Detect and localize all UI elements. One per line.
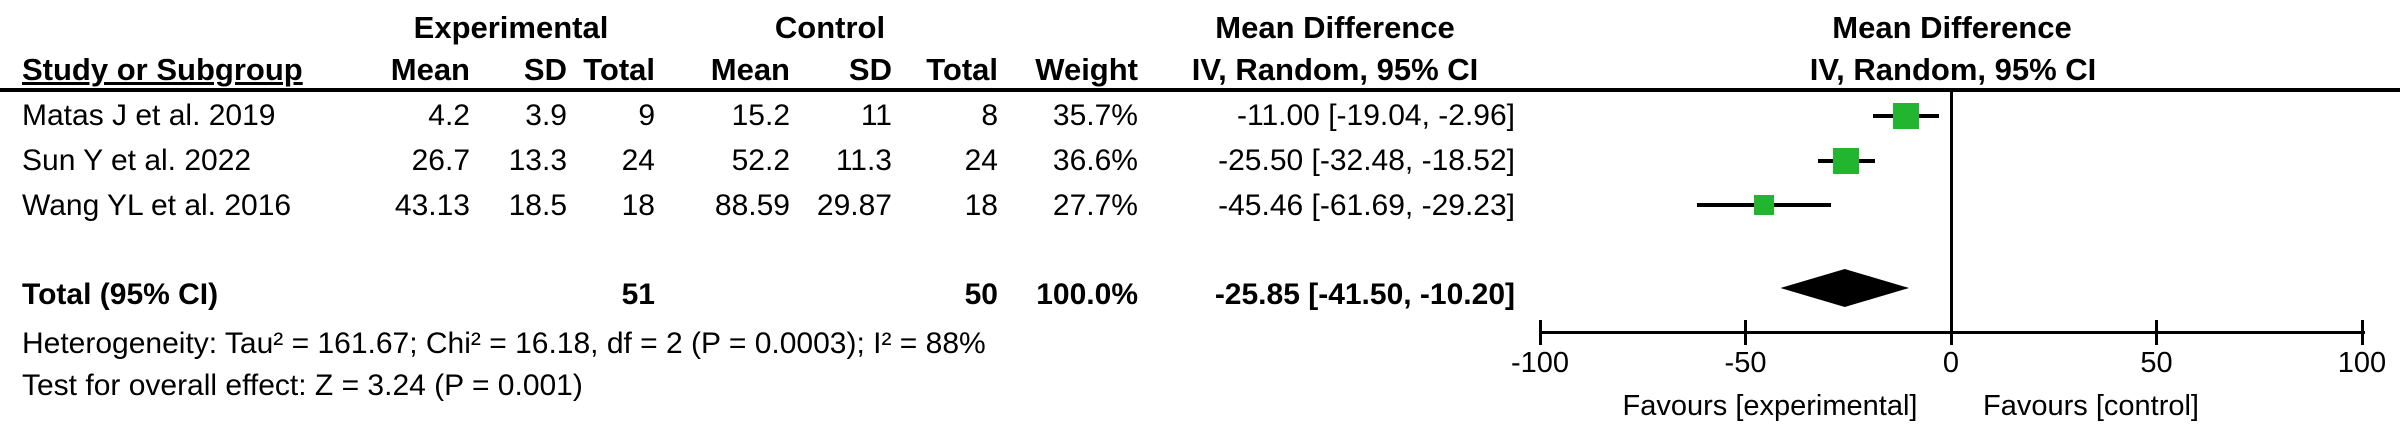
- axis-tick: [1949, 320, 1953, 345]
- col-header-sd-ctl: SD: [848, 52, 892, 87]
- axis-tick: [2360, 320, 2364, 345]
- col-header-study: Study or Subgroup: [22, 52, 303, 87]
- cell-total-ctl: 8: [981, 99, 998, 132]
- group-header-experimental: Experimental: [413, 10, 609, 45]
- col-header-weight: Weight: [1035, 52, 1138, 87]
- cell-sd-exp: 3.9: [525, 99, 567, 132]
- study-marker: [1754, 195, 1775, 215]
- total-n-ctl: 50: [964, 278, 998, 311]
- cell-weight: 27.7%: [1052, 189, 1138, 222]
- total-weight: 100.0%: [1036, 278, 1138, 311]
- study-marker: [1833, 148, 1860, 174]
- cell-mean-exp: 43.13: [394, 189, 470, 222]
- header-rule: [0, 88, 2400, 92]
- cell-total-ctl: 24: [964, 144, 998, 177]
- tick-label: 50: [2140, 347, 2173, 379]
- cell-mean-exp: 26.7: [411, 144, 470, 177]
- cell-sd-ctl: 11: [860, 99, 892, 132]
- favours-experimental-label: Favours [experimental]: [1622, 390, 1918, 422]
- cell-mean-exp: 4.2: [428, 99, 470, 132]
- axis-tick: [2155, 320, 2158, 345]
- col-header-mean-exp: Mean: [390, 52, 470, 87]
- group-header-mean-difference-left: Mean Difference: [1215, 10, 1455, 45]
- cell-weight: 36.6%: [1052, 144, 1138, 177]
- total-n-exp: 51: [621, 278, 655, 311]
- cell-mean-ctl: 88.59: [714, 189, 790, 222]
- heterogeneity-text: Heterogeneity: Tau² = 161.67; Chi² = 16.…: [22, 327, 986, 360]
- col-header-mean-ctl: Mean: [710, 52, 790, 87]
- col-header-ci-left: IV, Random, 95% CI: [1191, 52, 1479, 87]
- overall-effect-text: Test for overall effect: Z = 3.24 (P = 0…: [22, 369, 583, 402]
- cell-mean-ctl: 52.2: [731, 144, 790, 177]
- tick-label: -100: [1510, 347, 1570, 379]
- zero-line: [1949, 92, 1953, 334]
- study-name: Wang YL et al. 2016: [22, 189, 292, 222]
- study-name: Sun Y et al. 2022: [22, 144, 252, 177]
- tick-label: 100: [2337, 347, 2387, 379]
- cell-total-ctl: 18: [964, 189, 998, 222]
- cell-ci-text: -45.46 [-61.69, -29.23]: [1218, 189, 1515, 222]
- cell-ci-text: -11.00 [-19.04, -2.96]: [1237, 99, 1515, 132]
- group-header-control: Control: [774, 10, 886, 45]
- favours-control-label: Favours [control]: [1983, 390, 2199, 422]
- cell-ci-text: -25.50 [-32.48, -18.52]: [1218, 144, 1515, 177]
- cell-sd-ctl: 11.3: [835, 144, 892, 177]
- cell-sd-exp: 18.5: [508, 189, 567, 222]
- tick-label: 0: [1942, 347, 1960, 379]
- cell-weight: 35.7%: [1052, 99, 1138, 132]
- summary-diamond: [1780, 269, 1910, 307]
- group-header-mean-difference-right: Mean Difference: [1832, 10, 2072, 45]
- cell-total-exp: 9: [638, 99, 655, 132]
- col-header-sd-exp: SD: [523, 52, 567, 87]
- cell-total-exp: 24: [621, 144, 655, 177]
- col-header-total-exp: Total: [583, 52, 655, 87]
- cell-mean-ctl: 15.2: [731, 99, 790, 132]
- axis-tick: [1744, 320, 1747, 345]
- col-header-ci-right: IV, Random, 95% CI: [1809, 52, 2097, 87]
- total-label: Total (95% CI): [22, 278, 219, 311]
- cell-sd-exp: 13.3: [508, 144, 567, 177]
- tick-label: -50: [1724, 347, 1767, 379]
- col-header-total-ctl: Total: [926, 52, 998, 87]
- axis-tick: [1538, 320, 1542, 345]
- axis-line: [1540, 331, 2365, 334]
- total-ci-text: -25.85 [-41.50, -10.20]: [1214, 278, 1515, 311]
- cell-sd-ctl: 29.87: [816, 189, 892, 222]
- study-marker: [1892, 103, 1919, 129]
- study-name: Matas J et al. 2019: [22, 99, 276, 132]
- cell-total-exp: 18: [621, 189, 655, 222]
